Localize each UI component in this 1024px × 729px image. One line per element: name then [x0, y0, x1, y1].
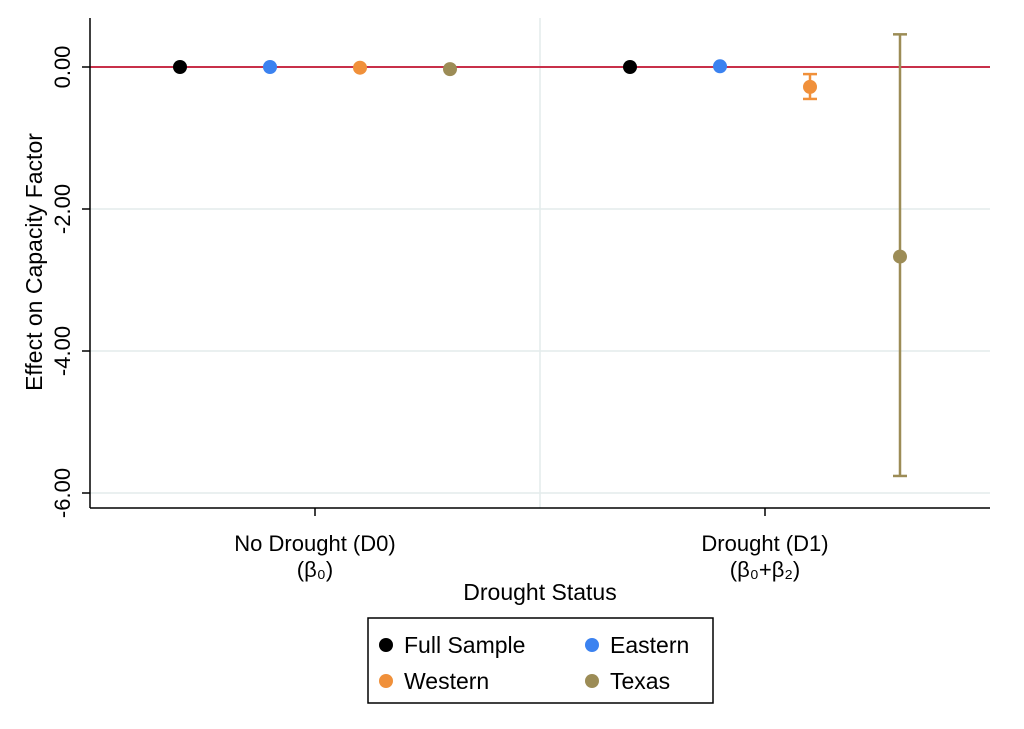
legend-label: Texas	[610, 668, 670, 694]
y-tick-label: 0.00	[50, 46, 75, 89]
x-category-label: No Drought (D0)	[234, 531, 395, 556]
legend-marker	[585, 674, 599, 688]
legend-label: Western	[404, 668, 489, 694]
x-axis-title: Drought Status	[463, 579, 616, 605]
axes	[89, 18, 990, 509]
data-point	[623, 60, 637, 74]
gridlines	[90, 18, 990, 508]
data-point	[263, 60, 277, 74]
y-tick-label: -2.00	[50, 184, 75, 234]
x-axis-categories: No Drought (D0)(β₀) Drought (D1)(β₀+β₂)	[234, 508, 829, 582]
legend-marker	[379, 638, 393, 652]
legend-box	[367, 617, 714, 704]
data-point	[353, 60, 367, 75]
legend-label: Full Sample	[404, 632, 525, 658]
legend-label: Eastern	[610, 632, 689, 658]
error-bars	[803, 33, 907, 478]
data-point	[173, 60, 187, 74]
y-tick-label: -6.00	[50, 468, 75, 518]
data-point	[443, 62, 457, 77]
x-category-label: Drought (D1)	[701, 531, 828, 556]
data-point	[803, 79, 817, 94]
data-point	[893, 249, 907, 264]
x-category-sublabel: (β₀+β₂)	[730, 557, 800, 582]
data-point	[713, 59, 727, 74]
y-axis-title: Effect on Capacity Factor	[21, 133, 47, 391]
legend-marker	[585, 638, 599, 652]
y-tick-label: -4.00	[50, 326, 75, 376]
legend-marker	[379, 674, 393, 688]
legend: Full Sample Eastern Western Texas	[367, 617, 714, 704]
x-category-sublabel: (β₀)	[297, 557, 333, 582]
y-axis-ticks: 0.00 -2.00 -4.00 -6.00	[50, 46, 90, 518]
data-points	[173, 59, 907, 264]
